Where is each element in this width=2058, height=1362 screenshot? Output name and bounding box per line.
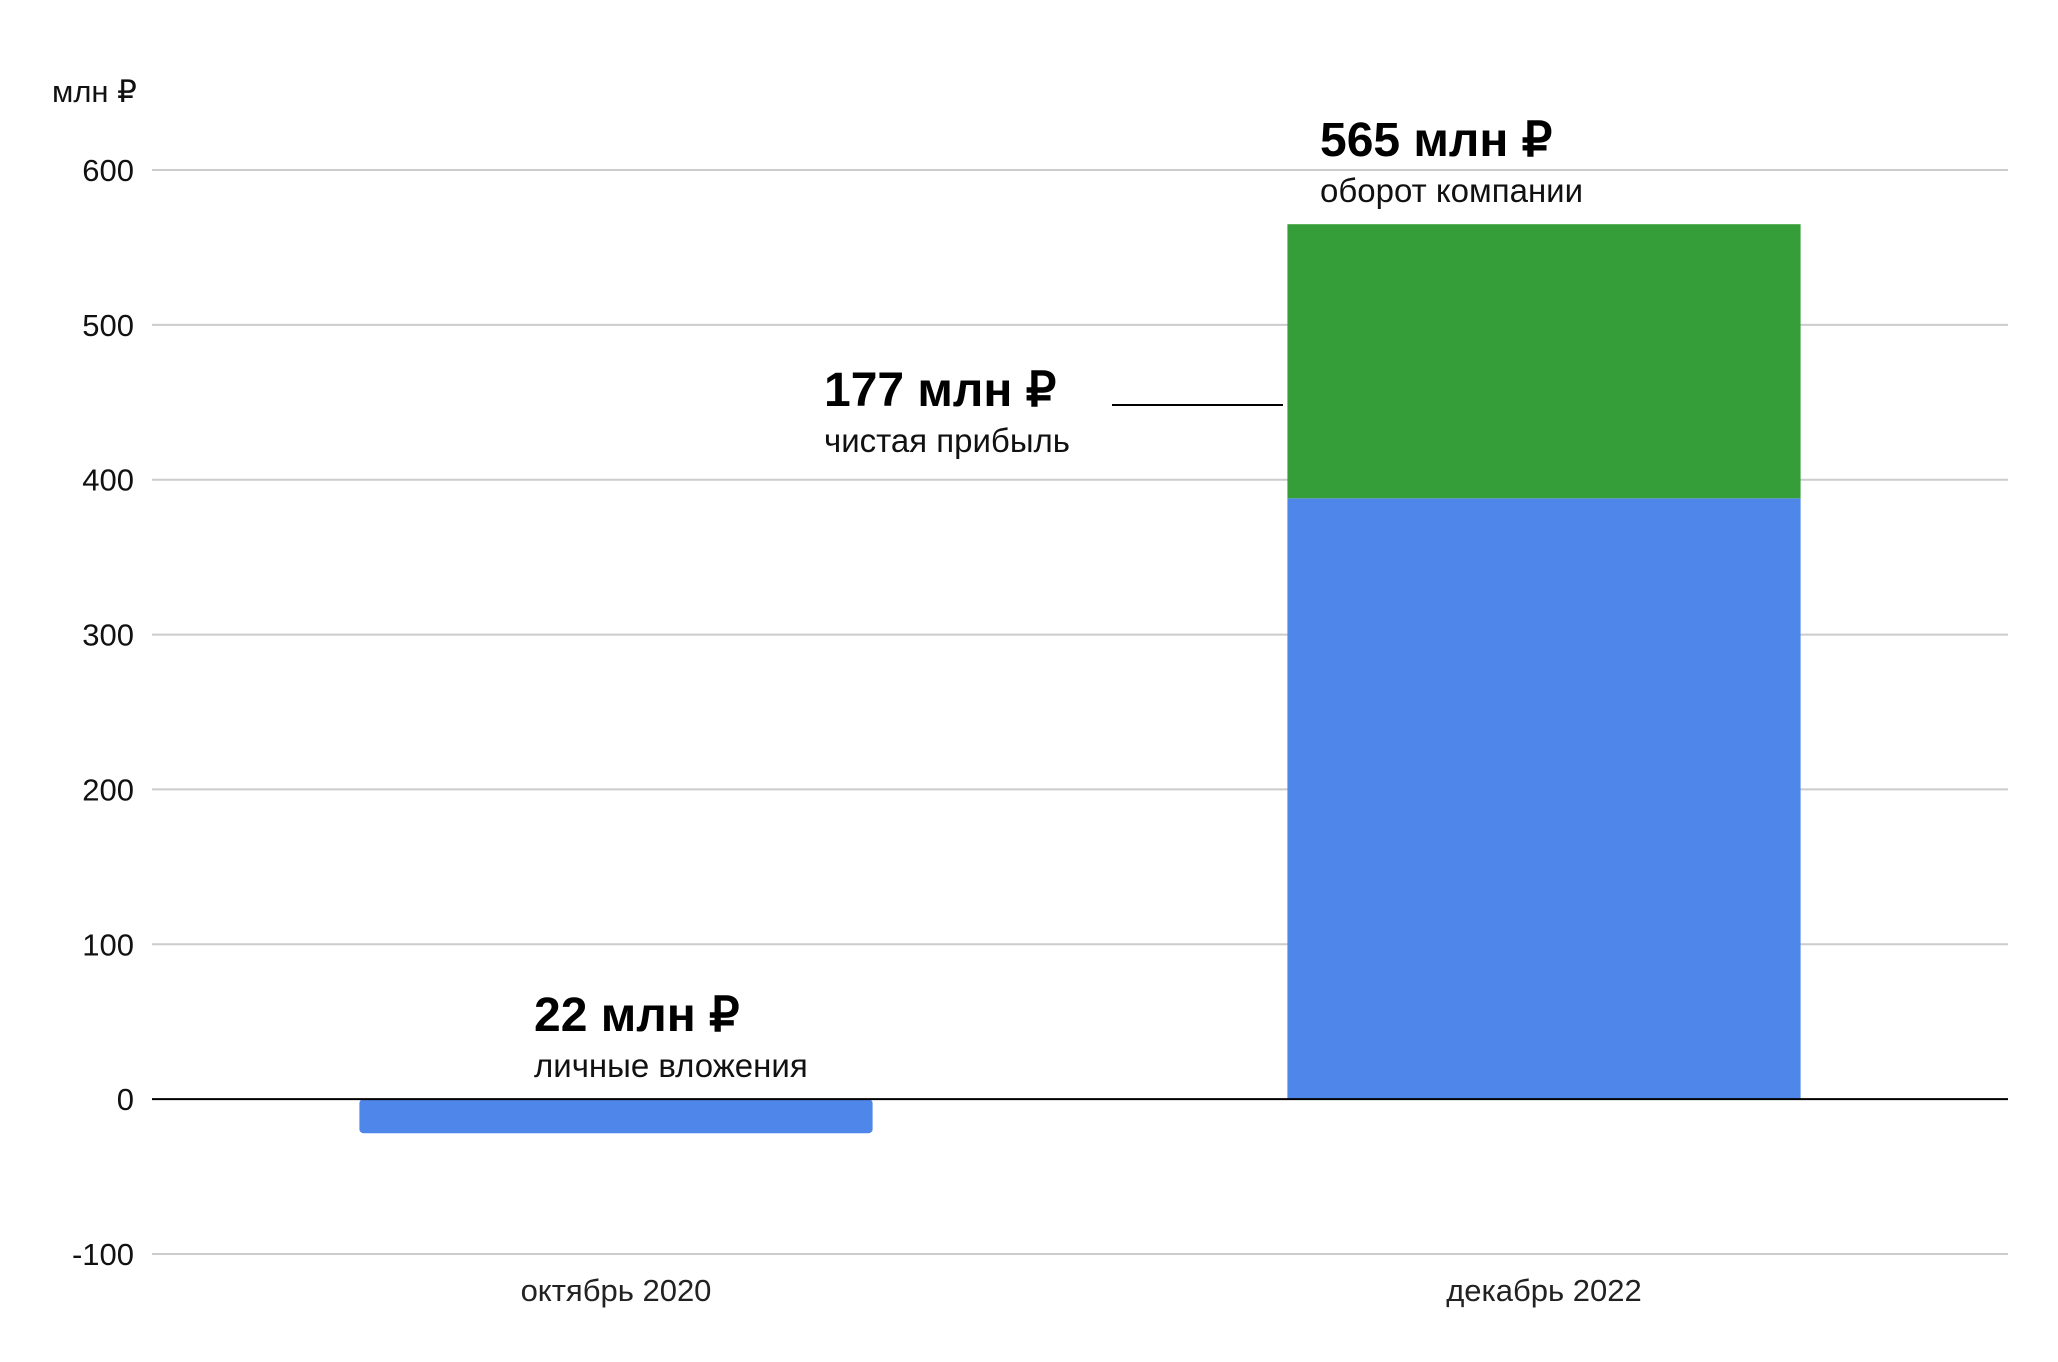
x-category-label: октябрь 2020 [521, 1273, 712, 1308]
annotation-revenue-text: оборот компании [1320, 172, 1583, 209]
bar-1-segment-1 [359, 1099, 873, 1134]
annotation-investment-text: личные вложения [534, 1047, 808, 1084]
x-category-label: декабрь 2022 [1446, 1273, 1642, 1308]
annotation-revenue-value: 565 млн ₽ [1320, 114, 1552, 167]
y-tick-label: 400 [82, 463, 134, 498]
annotation-revenue: 565 млн ₽ оборот компании [1320, 114, 1583, 209]
annotation-profit: 177 млн ₽ чистая прибыль [824, 364, 1283, 459]
bar-2-segment-2 [1287, 224, 1801, 499]
y-tick-label: 100 [82, 927, 134, 962]
y-tick-label: 500 [82, 308, 134, 343]
annotation-profit-text: чистая прибыль [824, 422, 1070, 459]
y-tick-label: 200 [82, 772, 134, 807]
annotation-investment-value: 22 млн ₽ [534, 989, 740, 1042]
annotation-investment: 22 млн ₽ личные вложения [534, 989, 808, 1084]
y-tick-label: 600 [82, 153, 134, 188]
bars [359, 224, 1801, 1134]
y-axis-unit-label: млн ₽ [52, 74, 137, 109]
y-tick-label: 0 [117, 1082, 134, 1117]
y-tick-label: -100 [72, 1237, 134, 1272]
bar-2-segment-1 [1287, 498, 1801, 1100]
y-axis-ticks: -100 0 100 200 300 400 500 600 [72, 153, 134, 1272]
gridlines [152, 169, 2008, 1255]
annotation-profit-value: 177 млн ₽ [824, 364, 1056, 417]
y-tick-label: 300 [82, 618, 134, 653]
x-axis-categories: октябрь 2020 декабрь 2022 [521, 1273, 1642, 1308]
